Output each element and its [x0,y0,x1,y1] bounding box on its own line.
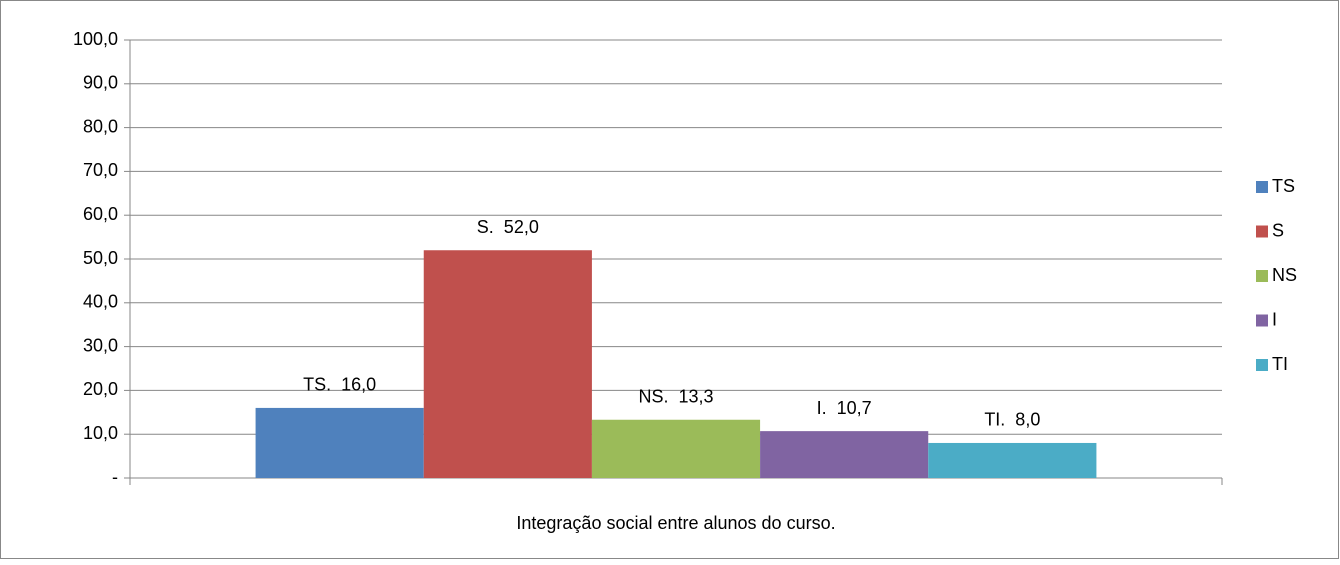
data-label: TS. 16,0 [303,375,376,395]
legend-swatch [1256,181,1268,193]
bar [423,250,592,478]
y-tick-label: - [112,467,118,487]
legend-swatch [1256,225,1268,238]
legend-label: S [1272,220,1284,240]
y-tick-label: 80,0 [83,116,118,136]
y-tick-label: 10,0 [83,423,118,443]
data-label: NS. 13,3 [638,386,713,406]
data-label: I. 10,7 [817,398,872,418]
y-tick-label: 50,0 [83,248,118,268]
legend-swatch [1256,359,1268,371]
legend-label: I [1272,309,1277,329]
y-tick-label: 90,0 [83,73,118,93]
y-tick-label: 40,0 [83,292,118,312]
bar [591,419,761,478]
y-tick-label: 100,0 [73,29,118,49]
legend-label: TI [1272,354,1288,374]
data-label: TI. 8,0 [984,410,1040,430]
y-tick-label: 70,0 [83,160,118,180]
legend-swatch [1256,270,1268,282]
legend-label: NS [1272,265,1297,285]
legend-label: TS [1272,176,1295,196]
data-label: S. 52,0 [477,217,539,237]
y-tick-label: 30,0 [83,335,118,355]
legend-swatch [1256,314,1268,327]
x-tick-label: Integração social entre alunos do curso. [516,513,835,533]
bar [928,442,1097,478]
bar [255,407,424,478]
bar [760,431,929,478]
y-tick-label: 20,0 [83,379,118,399]
y-tick-label: 60,0 [83,204,118,224]
